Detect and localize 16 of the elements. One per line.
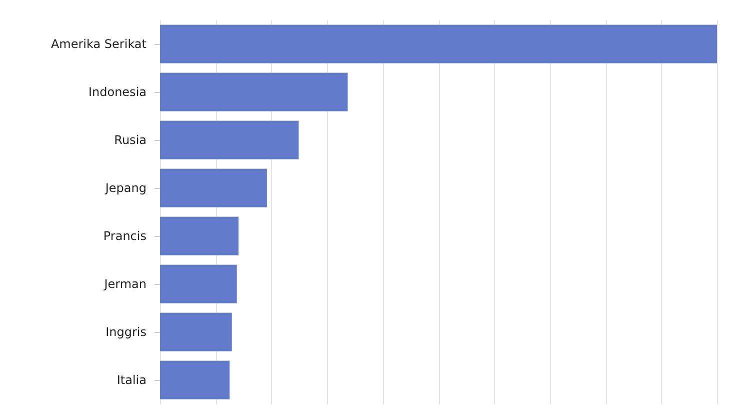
y-tick-label: Jerman bbox=[103, 277, 146, 291]
y-tick-label: Indonesia bbox=[88, 85, 146, 99]
bar bbox=[160, 24, 717, 64]
bar bbox=[160, 360, 230, 400]
bar bbox=[160, 264, 237, 304]
y-tick-label: Rusia bbox=[114, 133, 146, 147]
bar bbox=[160, 168, 267, 208]
bar bbox=[160, 312, 232, 352]
y-tick-label: Italia bbox=[116, 373, 146, 387]
y-tick-label: Prancis bbox=[103, 229, 146, 243]
y-tick-label: Inggris bbox=[106, 325, 146, 339]
bar bbox=[160, 216, 239, 256]
bar bbox=[160, 72, 348, 112]
y-tick-label: Jepang bbox=[104, 181, 146, 195]
bar bbox=[160, 120, 299, 160]
y-tick-label: Amerika Serikat bbox=[50, 37, 147, 51]
